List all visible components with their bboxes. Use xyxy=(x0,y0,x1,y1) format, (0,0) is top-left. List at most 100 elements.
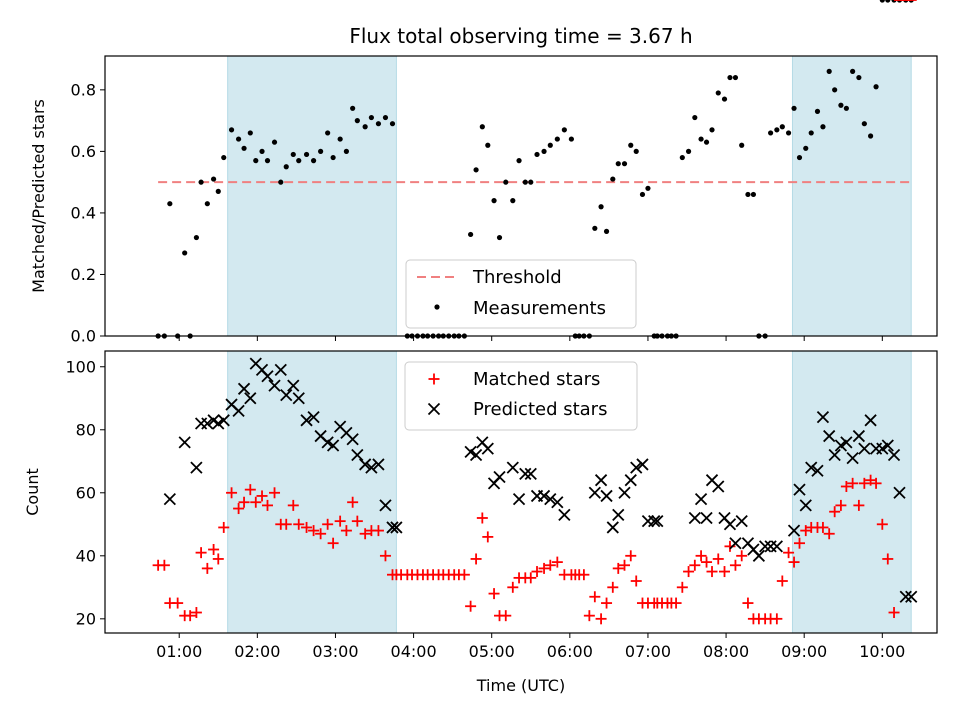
measurement-point xyxy=(639,191,646,198)
x-tick-label: 02:00 xyxy=(234,642,280,661)
predicted-star-point xyxy=(787,524,801,537)
predicted-star-point xyxy=(469,448,483,462)
cross-stroke xyxy=(268,379,281,392)
measurement-point xyxy=(167,201,173,207)
cross-stroke xyxy=(249,357,262,370)
cross-stroke xyxy=(464,445,477,458)
measurement-point xyxy=(491,198,497,204)
measurement-point xyxy=(541,148,547,154)
measurement-point xyxy=(856,74,862,81)
cross-stroke xyxy=(178,436,191,449)
predicted-star-point xyxy=(512,492,526,506)
measurement-point xyxy=(621,161,628,167)
cross-stroke xyxy=(787,524,801,537)
predicted-star-point xyxy=(905,590,918,603)
matched-star-point xyxy=(776,575,788,587)
matched-star-point xyxy=(676,581,688,593)
legend-threshold-label: Threshold xyxy=(472,267,562,288)
matched-star-point xyxy=(612,562,624,574)
measurement-point xyxy=(768,130,774,136)
predicted-star-point xyxy=(292,392,305,405)
measurement-point xyxy=(692,114,698,121)
predicted-star-point xyxy=(758,540,772,553)
cross-stroke xyxy=(828,448,841,462)
measurement-point xyxy=(210,176,217,182)
bottom-shaded-intervals xyxy=(227,350,912,634)
predicted-star-point xyxy=(764,540,777,553)
top-legend-box xyxy=(405,259,637,329)
top-shaded-intervals xyxy=(227,55,912,337)
predicted-star-point xyxy=(280,388,293,402)
cross-stroke xyxy=(852,429,866,443)
x-axis-label: Time (UTC) xyxy=(476,676,565,695)
matched-star-point xyxy=(729,559,741,571)
cross-stroke xyxy=(694,492,708,506)
matched-star-point xyxy=(269,487,281,499)
cross-stroke xyxy=(390,521,403,534)
cross-stroke xyxy=(799,499,812,512)
top-panel: 0.00.20.40.60.8 Matched/Predicted stars … xyxy=(29,0,938,346)
matched-star-point xyxy=(212,553,224,565)
predicted-star-point xyxy=(493,470,506,484)
predicted-star-point xyxy=(834,439,848,452)
matched-star-point xyxy=(190,607,202,619)
measurement-point xyxy=(732,74,739,81)
shaded-interval xyxy=(791,55,912,337)
cross-stroke xyxy=(274,363,287,377)
cross-stroke xyxy=(630,461,643,474)
shaded-interval xyxy=(791,350,912,634)
cross-stroke xyxy=(905,590,918,603)
x-tick-label: 01:00 xyxy=(156,642,202,661)
cross-stroke xyxy=(346,433,359,446)
cross-stroke xyxy=(217,414,230,427)
cross-stroke xyxy=(840,436,853,449)
matched-star-point xyxy=(476,512,488,524)
cross-stroke xyxy=(864,414,877,427)
cross-stroke xyxy=(636,458,649,471)
cross-stroke xyxy=(594,474,608,487)
measurement-point xyxy=(241,145,247,151)
measurement-point xyxy=(861,121,867,127)
matched-star-point xyxy=(488,588,500,600)
bottom-panel: 20 40 60 80 100 01:00 02:00 03:00 04:00 05:00 06:… xyxy=(23,0,938,695)
predicted-star-point xyxy=(723,518,737,531)
cross-stroke xyxy=(512,492,526,506)
cross-stroke xyxy=(340,426,353,440)
y-tick-label: 100 xyxy=(65,357,96,376)
y-tick-label: 0.8 xyxy=(71,80,96,99)
measurement-point xyxy=(283,164,289,170)
predicted-star-point xyxy=(823,429,836,443)
matched-star-point xyxy=(538,562,550,574)
matched-star-point xyxy=(742,597,754,609)
measurement-point xyxy=(820,124,826,130)
measurement-point xyxy=(528,179,534,185)
measurement-point xyxy=(253,158,259,164)
measurement-point xyxy=(803,145,809,151)
measurement-point xyxy=(796,154,803,161)
measurement-point xyxy=(885,0,891,3)
predicted-star-point xyxy=(372,458,385,471)
measurement-point xyxy=(290,151,296,158)
matched-star-point xyxy=(719,566,731,578)
measurement-point xyxy=(628,142,634,148)
cross-stroke xyxy=(624,474,637,487)
cross-stroke xyxy=(201,417,214,430)
matched-star-point xyxy=(322,518,334,530)
measurement-point xyxy=(615,161,621,167)
measurement-point xyxy=(547,142,553,148)
predicted-star-point xyxy=(712,480,725,493)
legend-measurement-label: Measurements xyxy=(473,298,606,319)
cross-stroke xyxy=(723,518,737,531)
predicted-star-point xyxy=(828,448,841,462)
matched-star-point xyxy=(771,613,783,625)
predicted-star-point xyxy=(624,474,637,487)
cross-stroke xyxy=(881,439,894,452)
measurement-point xyxy=(698,136,704,142)
matched-star-point xyxy=(607,581,619,593)
cross-stroke xyxy=(351,448,364,462)
matched-star-point xyxy=(882,553,894,565)
measurement-point xyxy=(534,151,540,158)
cross-stroke xyxy=(544,492,557,506)
bottom-y-axis-label: Count xyxy=(23,468,42,516)
